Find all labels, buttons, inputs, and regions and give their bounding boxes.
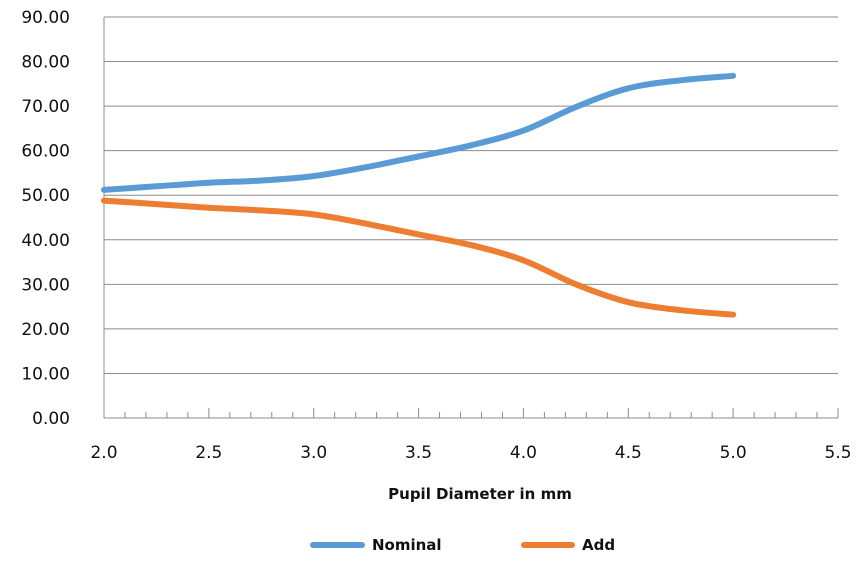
legend-label-nominal: Nominal — [372, 536, 442, 554]
x-tick-label: 5.5 — [824, 443, 851, 463]
x-tick-label: 3.5 — [405, 443, 432, 463]
x-tick-label: 5.0 — [720, 443, 747, 463]
y-tick-label: 10.00 — [21, 364, 70, 384]
y-tick-label: 80.00 — [21, 53, 70, 73]
y-tick-label: 40.00 — [21, 231, 70, 251]
gridlines — [104, 16, 838, 374]
y-tick-label: 20.00 — [21, 320, 70, 340]
y-tick-label: 70.00 — [21, 97, 70, 117]
x-axis-title: Pupil Diameter in mm — [388, 485, 572, 503]
axes — [103, 17, 839, 419]
x-tick-label: 3.0 — [300, 443, 327, 463]
x-tick-label: 4.0 — [510, 443, 537, 463]
tick-labels: 0.00 10.00 20.00 30.00 40.00 50.00 60.00 70.00 8… — [21, 8, 851, 463]
series-line-nominal — [101, 72, 737, 193]
y-tick-label: 50.00 — [21, 186, 70, 206]
x-tick-label: 2.5 — [195, 443, 222, 463]
series-line-add — [101, 197, 737, 318]
y-tick-label: 30.00 — [21, 275, 70, 295]
series-lines — [101, 72, 737, 318]
y-tick-label: 90.00 — [21, 8, 70, 28]
legend-label-add: Add — [582, 536, 615, 554]
legend: Nominal Add — [310, 536, 615, 554]
y-tick-label: 60.00 — [21, 142, 70, 162]
y-tick-label: 0.00 — [32, 409, 70, 429]
x-tick-label: 2.0 — [90, 443, 117, 463]
x-tick-label: 4.5 — [615, 443, 642, 463]
